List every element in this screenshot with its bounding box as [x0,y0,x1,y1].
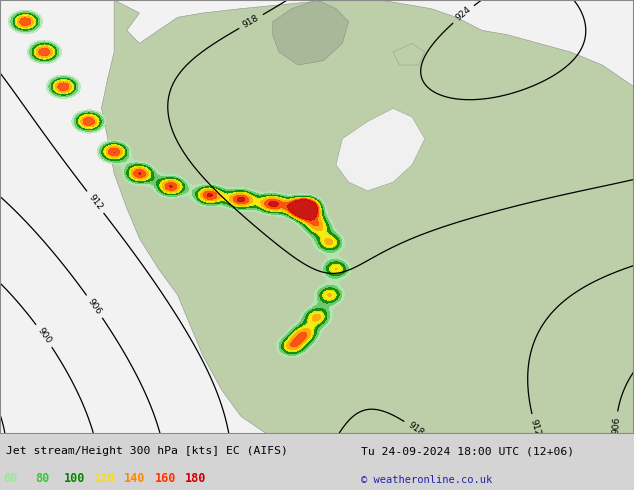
Text: 924: 924 [454,5,473,23]
Text: 120: 120 [94,472,115,486]
Text: 60: 60 [3,472,17,486]
Text: 918: 918 [406,420,425,438]
Text: 180: 180 [185,472,207,486]
Text: 900: 900 [36,326,53,345]
Polygon shape [393,44,425,65]
Text: 906: 906 [611,416,621,434]
Text: 140: 140 [124,472,146,486]
Polygon shape [336,108,425,191]
Text: 100: 100 [63,472,85,486]
Text: Tu 24-09-2024 18:00 UTC (12+06): Tu 24-09-2024 18:00 UTC (12+06) [361,446,574,456]
Polygon shape [101,0,634,434]
Text: 912: 912 [86,193,104,212]
Text: © weatheronline.co.uk: © weatheronline.co.uk [361,475,493,486]
Text: 918: 918 [242,13,261,30]
Text: 912: 912 [529,417,542,437]
Text: 906: 906 [86,297,103,316]
Polygon shape [273,0,349,65]
Text: 80: 80 [35,472,49,486]
Text: Jet stream/Height 300 hPa [kts] EC (AIFS): Jet stream/Height 300 hPa [kts] EC (AIFS… [6,446,288,456]
Text: 160: 160 [155,472,176,486]
